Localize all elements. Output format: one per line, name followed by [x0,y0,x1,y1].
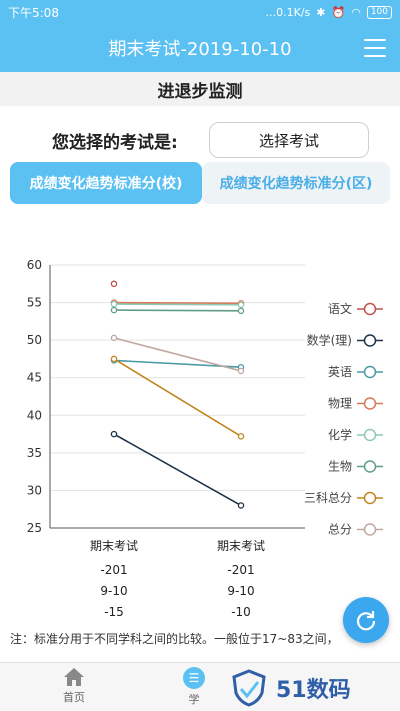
y-tick-label: 55 [27,296,42,310]
data-point [237,433,245,440]
legend-label: 三科总分 [304,491,352,505]
legend-marker [363,523,377,536]
legend-marker [363,365,377,379]
series-line [113,358,242,438]
x-tick-label: 期末考试 [217,538,265,553]
nav-study[interactable]: ☰ 学 [164,667,224,707]
legend-marker [363,302,377,316]
data-point [110,430,118,438]
legend-label: 语文 [328,301,352,316]
app-title: 期末考试-2019-10-10 [108,39,292,60]
watermark-logo: 51数码 [230,664,400,711]
y-tick-label: 30 [27,483,42,497]
legend-marker [363,334,377,347]
select-exam-button[interactable]: 选择考试 [209,122,369,158]
watermark-text: 51数码 [276,677,351,703]
tabs: 成绩变化趋势标准分(校) 成绩变化趋势标准分(区) [10,162,390,204]
series-line [113,303,242,306]
data-point [237,307,245,315]
data-point [237,301,245,309]
data-point [110,300,118,308]
refresh-icon [356,611,376,631]
x-tick-sublabel: -10 [231,605,251,619]
x-tick-sublabel: -201 [100,563,127,577]
refresh-button[interactable] [343,597,389,643]
series-line [113,433,242,507]
data-point [110,306,118,314]
home-icon [64,668,84,686]
data-point [237,367,245,375]
exam-selector-label: 您选择的考试是: [52,132,178,153]
tab-district-trend[interactable]: 成绩变化趋势标准分(区) [202,162,390,204]
nav-study-label: 学 [188,693,200,706]
exam-selector-row: 您选择的考试是: 选择考试 [0,122,400,158]
y-tick-label: 35 [27,446,42,460]
status-bar: 下午5:08 ...0.1K/s ✱ ⏰ ◠ 100 [0,0,400,24]
series-line [113,309,242,312]
study-icon: ☰ [183,667,205,689]
nav-home-label: 首页 [63,691,85,704]
legend-marker [363,491,377,505]
data-point [110,355,118,363]
data-point [110,334,118,342]
x-tick-sublabel: -201 [227,563,254,577]
page-title-bar: 进退步监测 [0,72,400,106]
bottom-nav: 首页 ☰ 学 [0,662,400,711]
y-tick-label: 50 [27,333,42,347]
status-time: 下午5:08 [8,5,59,20]
series-line [113,337,242,372]
legend-label: 数学(理) [307,333,352,348]
tab-school-trend[interactable]: 成绩变化趋势标准分(校) [10,162,202,204]
legend-marker [363,428,377,442]
y-tick-label: 45 [27,371,42,385]
y-tick-label: 40 [27,408,42,422]
data-point [110,280,118,288]
legend-marker [363,397,377,410]
x-tick-sublabel: -15 [104,605,124,619]
status-icons: ...0.1K/s ✱ ⏰ ◠ 100 [265,5,392,19]
x-tick-sublabel: 9-10 [100,584,127,598]
wifi-icon: ◠ [351,5,361,19]
page-title: 进退步监测 [157,81,243,102]
menu-icon[interactable] [364,39,386,57]
alarm-icon: ⏰ [331,5,346,19]
legend-label: 总分 [328,523,352,537]
x-tick-sublabel: 9-10 [227,584,254,598]
x-tick-label: 期末考试 [90,538,138,553]
nav-home[interactable]: 首页 [44,667,104,705]
bluetooth-icon: ✱ [316,5,326,19]
legend-label: 化学 [328,427,352,442]
legend-label: 物理 [328,397,352,411]
note-text: 注：标准分用于不同学科之间的比较。一般位于17~83之间， [10,632,339,646]
legend-label: 生物 [328,460,352,474]
shield-logo-icon [232,668,266,707]
battery-icon: 100 [366,5,392,19]
app-header: 期末考试-2019-10-10 [0,24,400,72]
y-tick-label: 60 [27,258,42,272]
network-speed: ...0.1K/s [265,5,311,19]
y-tick-label: 25 [27,521,42,535]
trend-chart: 60 55 50 45 40 35 30 25 期末考试 -201 9-10 -15 期末考试 -201 9… [27,258,383,619]
data-point [237,502,245,509]
legend-label: 英语 [328,365,352,379]
legend-marker [363,460,377,473]
series-line [113,301,242,305]
